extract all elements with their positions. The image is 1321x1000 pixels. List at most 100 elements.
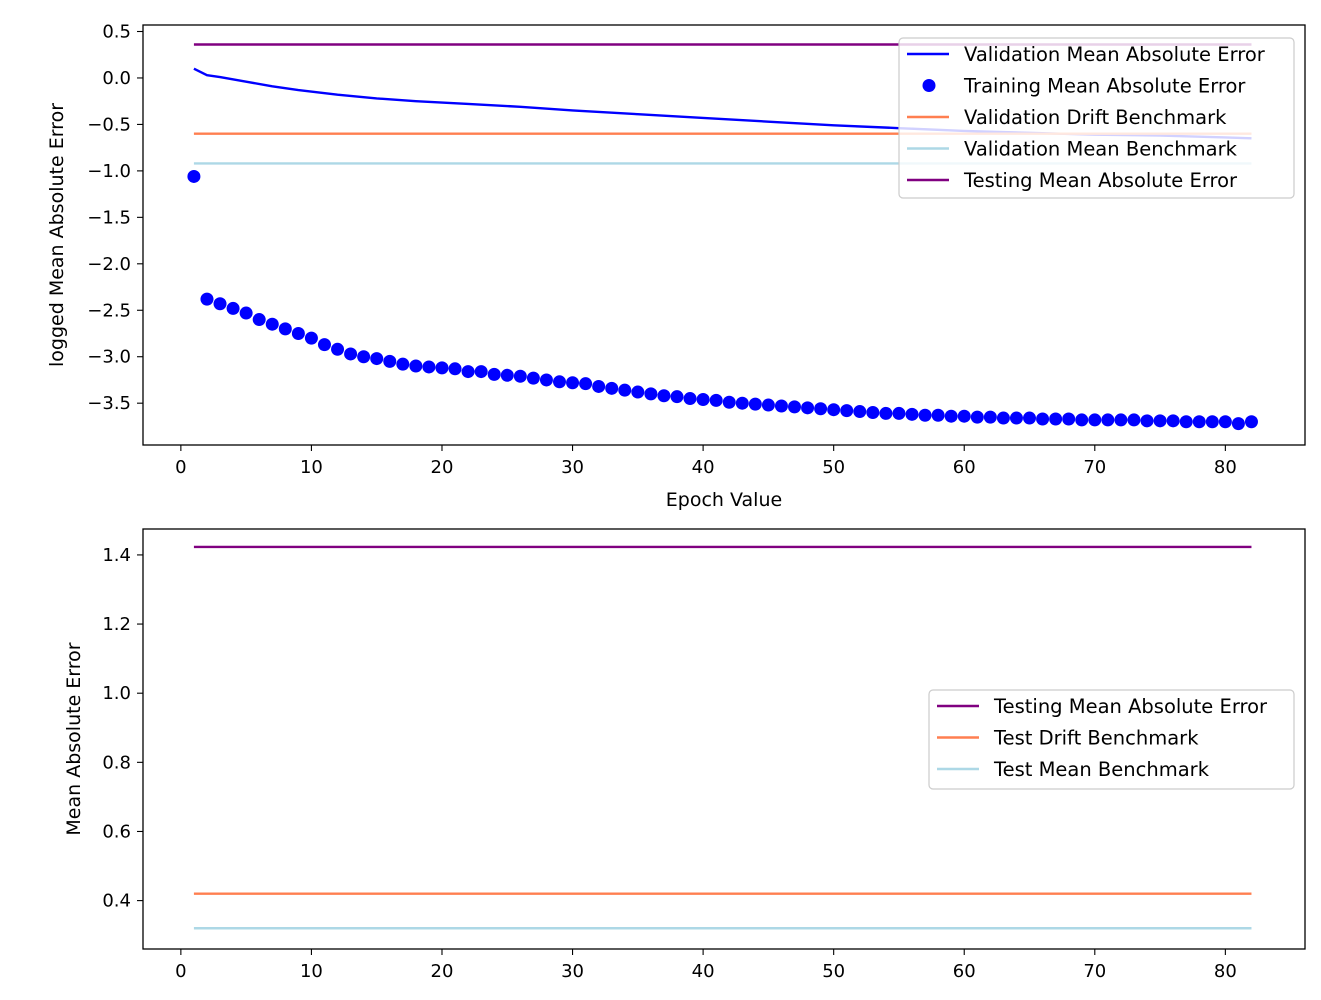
- data-point: [983, 410, 997, 424]
- data-point: [448, 362, 462, 376]
- data-point: [957, 409, 971, 423]
- data-point: [252, 313, 266, 327]
- data-point: [1101, 413, 1115, 427]
- data-point: [422, 360, 436, 374]
- legend-box: [898, 37, 1295, 199]
- data-point: [970, 410, 984, 424]
- legend-entry: Testing Mean Absolute Error: [937, 695, 1268, 718]
- data-point: [801, 401, 815, 415]
- x-tick-label: 20: [431, 961, 454, 982]
- y-tick-label: −3.5: [87, 393, 131, 414]
- y-axis-label: logged Mean Absolute Error: [46, 103, 68, 367]
- data-point: [487, 367, 501, 381]
- legend-entry: Test Drift Benchmark: [937, 727, 1199, 750]
- data-point: [344, 347, 358, 361]
- legend-marker: [922, 79, 936, 92]
- data-point: [696, 392, 710, 406]
- legend-entry: Training Mean Absolute Error: [922, 75, 1246, 98]
- data-point: [396, 357, 410, 371]
- data-point: [579, 377, 593, 391]
- y-tick-label: 0.5: [102, 22, 131, 43]
- x-tick-label: 40: [692, 457, 715, 478]
- legend-box: [928, 689, 1295, 790]
- data-point: [827, 403, 841, 417]
- data-point: [1114, 413, 1128, 427]
- data-point: [513, 369, 527, 383]
- data-point: [670, 390, 684, 404]
- y-axis: 0.5 0.0 −0.5 −1.0 −1.5 −2.0 −2.5 −3.0 −3.5: [87, 22, 143, 414]
- y-tick-label: 0.8: [102, 752, 131, 773]
- data-point: [748, 397, 762, 411]
- legend: Testing Mean Absolute Error Test Drift Be…: [928, 689, 1295, 790]
- y-tick-label: 0.0: [102, 68, 131, 89]
- data-point: [1036, 412, 1050, 426]
- legend-label: Validation Mean Absolute Error: [964, 43, 1266, 66]
- plot-frame: [142, 528, 1306, 950]
- data-point: [1009, 411, 1023, 425]
- data-point: [226, 301, 240, 315]
- data-point: [1153, 414, 1167, 428]
- data-point: [931, 408, 945, 422]
- data-point: [761, 398, 775, 412]
- x-tick-label: 50: [822, 457, 845, 478]
- data-point: [879, 406, 893, 420]
- legend-entry: Testing Mean Absolute Error: [907, 169, 1238, 192]
- data-point: [996, 411, 1010, 425]
- legend-label: Testing Mean Absolute Error: [993, 695, 1268, 718]
- data-point: [304, 331, 318, 345]
- legend-label: Testing Mean Absolute Error: [963, 169, 1238, 192]
- x-tick-label: 80: [1214, 961, 1237, 982]
- data-point: [552, 375, 566, 389]
- data-point: [357, 350, 371, 364]
- legend-label: Validation Drift Benchmark: [964, 106, 1227, 129]
- data-point: [291, 327, 305, 340]
- data-point: [500, 368, 514, 382]
- data-point: [265, 317, 279, 331]
- x-tick-label: 30: [561, 457, 584, 478]
- data-point: [526, 371, 540, 385]
- data-point: [539, 373, 553, 387]
- data-point: [331, 342, 345, 356]
- y-tick-label: 0.6: [102, 821, 131, 842]
- x-tick-label: 30: [561, 961, 584, 982]
- y-tick-label: −3.0: [87, 347, 131, 368]
- x-tick-label: 0: [175, 961, 186, 982]
- plot-frame: [142, 24, 1306, 446]
- top-subplot: 0 10 20 30 40 50 60 70 80 0.5 0.0 −0.5 −1.0 −1.5 −2.0 −…: [46, 22, 1306, 511]
- data-point: [657, 389, 671, 403]
- data-point: [944, 409, 958, 423]
- legend-entry: Validation Drift Benchmark: [907, 106, 1227, 129]
- data-point: [605, 381, 619, 395]
- legend-label: Validation Mean Benchmark: [964, 138, 1238, 161]
- data-point: [1023, 411, 1037, 425]
- bottom-subplot: 0 10 20 30 40 50 60 70 80 1.4 1.2 1.0 0.8 0.6 0.4 Mean …: [63, 528, 1306, 982]
- data-point: [474, 365, 488, 379]
- x-tick-label: 40: [692, 961, 715, 982]
- data-point: [683, 392, 697, 406]
- data-point: [892, 406, 906, 420]
- data-point: [1205, 415, 1219, 429]
- data-point: [187, 169, 201, 183]
- legend-entry: Validation Mean Benchmark: [907, 138, 1238, 161]
- data-point: [814, 402, 828, 416]
- data-point: [1231, 417, 1245, 431]
- y-tick-label: −2.0: [87, 254, 131, 275]
- y-axis-label: Mean Absolute Error: [63, 642, 85, 835]
- data-point: [905, 407, 919, 421]
- data-point: [409, 359, 423, 373]
- data-point: [1075, 413, 1089, 427]
- y-axis: 1.4 1.2 1.0 0.8 0.6 0.4: [102, 545, 143, 912]
- legend-entry: Validation Mean Absolute Error: [907, 43, 1266, 66]
- data-point: [435, 361, 449, 375]
- x-tick-label: 70: [1083, 457, 1106, 478]
- data-point: [592, 379, 606, 393]
- data-point: [317, 338, 331, 352]
- series-training-markers: [187, 169, 1258, 431]
- y-tick-label: −2.5: [87, 300, 131, 321]
- x-tick-label: 0: [175, 457, 186, 478]
- data-point: [383, 354, 397, 368]
- data-point: [213, 297, 227, 311]
- legend-label: Test Drift Benchmark: [993, 727, 1199, 750]
- data-point: [709, 393, 723, 407]
